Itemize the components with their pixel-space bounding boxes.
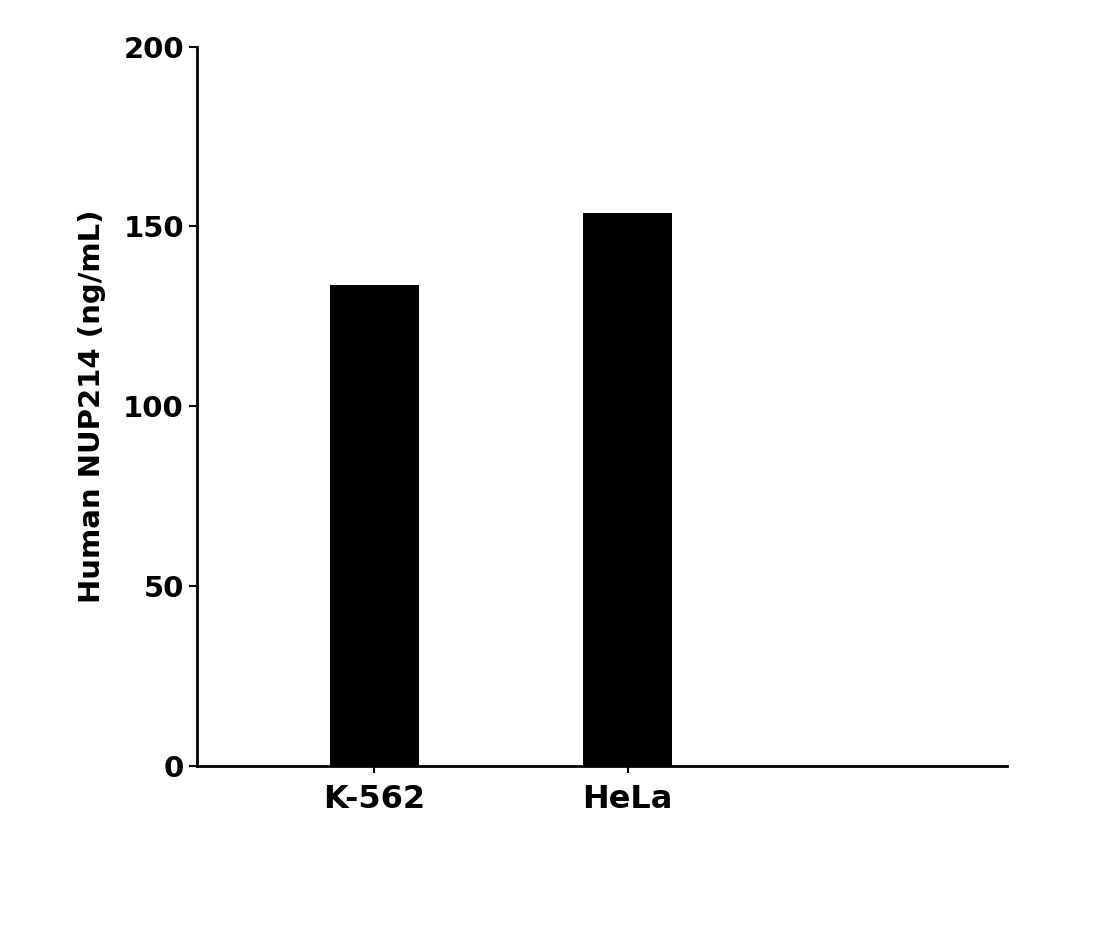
- Bar: [330, 285, 418, 766]
- Y-axis label: Human NUP214 (ng/mL): Human NUP214 (ng/mL): [79, 209, 106, 603]
- Bar: [584, 213, 672, 766]
